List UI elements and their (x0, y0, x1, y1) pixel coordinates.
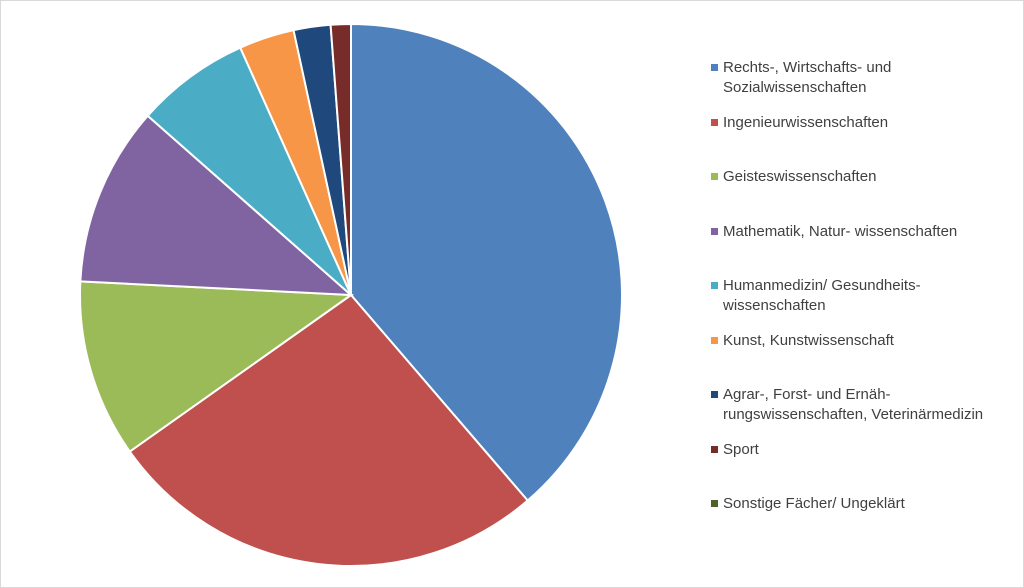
legend-swatch (711, 391, 718, 398)
legend-label: Agrar-, Forst- und Ernäh- rungswissensch… (723, 386, 984, 423)
legend-swatch (711, 282, 718, 289)
pie-chart (79, 22, 623, 567)
legend-swatch (711, 500, 718, 507)
legend-label: Ingenieurwissenschaften (723, 113, 889, 131)
legend-swatch (711, 336, 718, 344)
pie-slice (79, 114, 354, 297)
legend-swatch (711, 445, 718, 453)
pie-slice (146, 46, 352, 296)
legend-label: Mathematik, Natur- wissenschaften (723, 222, 958, 240)
legend-label: Geisteswissenschaften (723, 168, 877, 185)
legend-swatch (711, 118, 718, 126)
legend-label: Sonstige Fächer/ Ungeklärt (723, 495, 905, 512)
legend-label: Kunst, Kunstwissenschaft (723, 331, 894, 349)
legend-swatch (711, 64, 718, 71)
pie-slice (79, 280, 354, 453)
legend-label: Humanmedizin/ Gesundheits- wissenschafte… (723, 277, 921, 314)
legend-swatch (711, 227, 718, 235)
pie-slice (128, 293, 530, 567)
legend-label: Sport (723, 440, 759, 458)
pie-slice (350, 22, 623, 502)
legend-swatch (711, 173, 718, 180)
legend-label: Rechts-, Wirtschafts- und Sozialwissensc… (723, 59, 892, 96)
